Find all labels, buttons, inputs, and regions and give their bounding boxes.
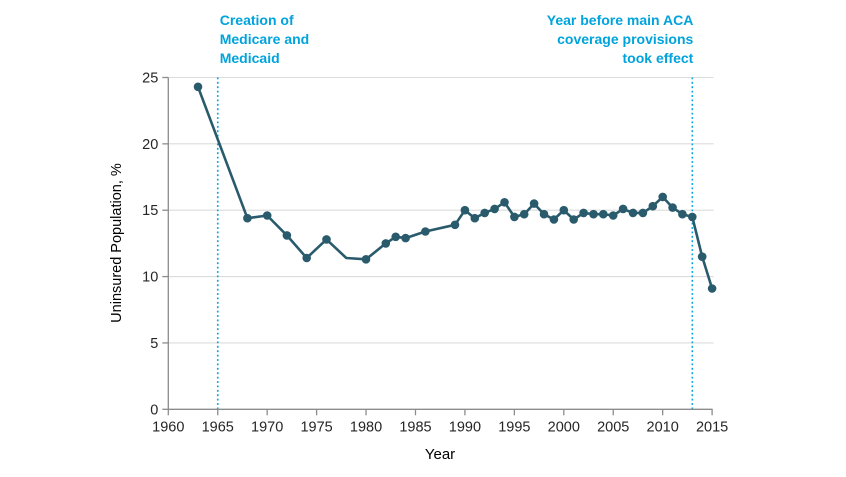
- x-tick-label: 1990: [449, 419, 481, 435]
- data-point-marker: [381, 239, 391, 248]
- data-point-marker: [519, 209, 529, 219]
- data-point-marker: [302, 253, 312, 263]
- data-point-marker: [697, 252, 707, 261]
- reference-annotation: Year before main ACA coverage provisions t…: [547, 12, 694, 66]
- data-point-marker: [262, 211, 272, 220]
- data-point-marker: [391, 232, 401, 242]
- x-tick-label: 1985: [399, 419, 431, 435]
- data-point-marker: [282, 231, 292, 240]
- data-point-marker: [658, 192, 667, 202]
- axes: [162, 76, 713, 416]
- data-point-marker: [361, 254, 371, 264]
- y-tick-label: 10: [142, 270, 158, 286]
- x-tick-label: 1965: [202, 419, 234, 435]
- data-point-marker: [450, 220, 460, 230]
- y-tick-label: 0: [150, 402, 158, 418]
- data-point-marker: [549, 215, 559, 224]
- x-tick-label: 1995: [498, 419, 530, 435]
- data-point-marker: [648, 201, 658, 211]
- data-point-marker: [470, 213, 480, 223]
- y-tick-label: 5: [150, 336, 158, 352]
- x-tick-label: 1960: [152, 419, 184, 435]
- data-point-marker: [638, 208, 648, 218]
- x-axis-title: Year: [425, 446, 455, 463]
- data-point-marker: [589, 209, 598, 219]
- data-point-marker: [539, 209, 549, 219]
- data-point-marker: [707, 284, 717, 293]
- data-point-marker: [500, 198, 509, 207]
- data-point-marker: [401, 233, 410, 243]
- data-point-marker: [579, 208, 588, 218]
- annotations: Creation of Medicare and Medicaid Year befo…: [220, 12, 694, 66]
- data-point-marker: [678, 209, 687, 219]
- data-point-marker: [490, 204, 499, 214]
- x-tick-label: 2010: [647, 419, 679, 435]
- data-point-marker: [559, 205, 569, 215]
- series-line: [196, 85, 714, 290]
- data-point-marker: [569, 215, 578, 224]
- data-point-marker: [688, 212, 697, 222]
- y-tick-label: 20: [142, 137, 158, 153]
- y-axis-title: Uninsured Population, %: [109, 163, 125, 323]
- data-point-marker: [608, 211, 618, 220]
- data-point-marker: [460, 205, 470, 215]
- data-point-marker: [243, 213, 252, 223]
- data-point-marker: [421, 227, 430, 236]
- y-tick-label: 25: [142, 71, 158, 87]
- data-point-marker: [480, 208, 490, 218]
- x-tick-label: 1975: [300, 419, 332, 435]
- x-tick-label: 2005: [597, 419, 629, 435]
- x-tick-label: 1980: [350, 419, 382, 435]
- data-series: [193, 82, 717, 293]
- data-point-marker: [529, 199, 539, 208]
- data-point-marker: [322, 235, 331, 244]
- x-tick-label: 2015: [696, 419, 728, 435]
- data-point-marker: [510, 212, 519, 222]
- reference-lines: [216, 77, 694, 410]
- data-point-marker: [668, 203, 677, 212]
- data-point-marker: [628, 208, 638, 218]
- tick-labels: 0 5 10 15 20 25 1960 1965 1970 1975 1980 1985 1990 19…: [142, 71, 728, 436]
- x-tick-label: 2000: [548, 419, 580, 435]
- y-tick-label: 15: [142, 203, 158, 219]
- data-point-marker: [618, 204, 628, 214]
- data-point-marker: [193, 82, 203, 92]
- data-point-marker: [599, 209, 608, 219]
- reference-annotation: Creation of Medicare and Medicaid: [220, 12, 309, 66]
- x-tick-label: 1970: [251, 419, 283, 435]
- gridlines: [168, 76, 714, 344]
